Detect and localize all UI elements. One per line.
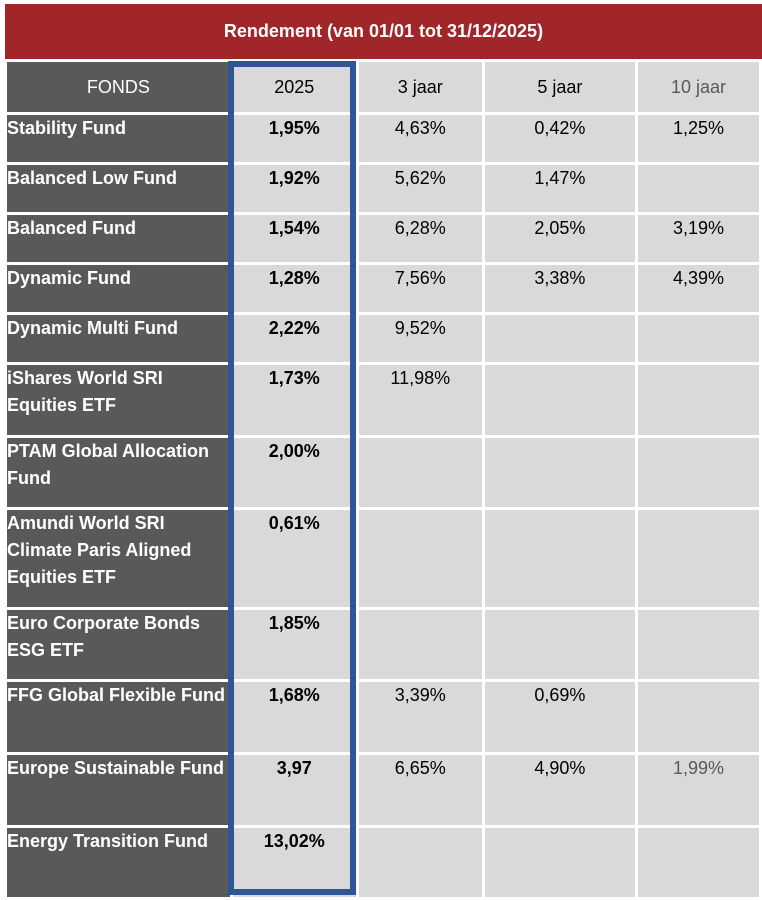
header-10-jaar: 10 jaar	[634, 59, 762, 115]
return-3-jaar: 11,98%	[355, 362, 485, 438]
return-3-jaar	[355, 435, 485, 510]
return-3-jaar: 9,52%	[355, 312, 485, 365]
return-5-jaar	[481, 607, 638, 682]
table-row: Stability Fund 1,95% 4,63% 0,42% 1,25%	[4, 112, 762, 165]
return-5-jaar	[481, 825, 638, 900]
return-3-jaar	[355, 507, 485, 610]
return-5-jaar	[481, 435, 638, 510]
return-3-jaar: 4,63%	[355, 112, 485, 165]
return-10-jaar	[634, 312, 762, 365]
return-10-jaar	[634, 825, 762, 900]
fund-name: Energy Transition Fund	[4, 825, 233, 900]
header-5-jaar: 5 jaar	[481, 59, 638, 115]
return-2025: 2,22%	[229, 312, 359, 365]
return-5-jaar: 2,05%	[481, 212, 638, 265]
return-5-jaar	[481, 507, 638, 610]
return-10-jaar	[634, 435, 762, 510]
return-3-jaar: 6,65%	[355, 752, 485, 828]
return-10-jaar	[634, 679, 762, 755]
fund-name: Europe Sustainable Fund	[4, 752, 233, 828]
return-5-jaar: 0,42%	[481, 112, 638, 165]
return-2025: 1,73%	[229, 362, 359, 438]
table-row: Balanced Fund 1,54% 6,28% 2,05% 3,19%	[4, 212, 762, 265]
return-3-jaar: 6,28%	[355, 212, 485, 265]
return-3-jaar	[355, 607, 485, 682]
table-row: Europe Sustainable Fund 3,97 6,65% 4,90%…	[4, 752, 762, 828]
return-5-jaar: 1,47%	[481, 162, 638, 215]
table-row: Amundi World SRI Climate Paris Aligned E…	[4, 507, 762, 610]
return-2025: 1,68%	[229, 679, 359, 755]
fund-name: FFG Global Flexible Fund	[4, 679, 233, 755]
return-10-jaar: 1,99%	[634, 752, 762, 828]
return-2025: 1,92%	[229, 162, 359, 215]
return-10-jaar: 4,39%	[634, 262, 762, 315]
fund-name: PTAM Global Allocation Fund	[4, 435, 233, 510]
table-row: Balanced Low Fund 1,92% 5,62% 1,47%	[4, 162, 762, 215]
return-2025: 3,97	[229, 752, 359, 828]
return-10-jaar	[634, 362, 762, 438]
return-5-jaar: 4,90%	[481, 752, 638, 828]
return-2025: 1,28%	[229, 262, 359, 315]
return-3-jaar: 5,62%	[355, 162, 485, 215]
return-5-jaar	[481, 362, 638, 438]
table-row: iShares World SRI Equities ETF 1,73% 11,…	[4, 362, 762, 438]
fund-name: Balanced Fund	[4, 212, 233, 265]
return-10-jaar	[634, 162, 762, 215]
return-2025: 2,00%	[229, 435, 359, 510]
fund-name: iShares World SRI Equities ETF	[4, 362, 233, 438]
return-2025: 0,61%	[229, 507, 359, 610]
table-row: FFG Global Flexible Fund 1,68% 3,39% 0,6…	[4, 679, 762, 755]
return-5-jaar: 3,38%	[481, 262, 638, 315]
return-10-jaar: 3,19%	[634, 212, 762, 265]
table-row: Dynamic Multi Fund 2,22% 9,52%	[4, 312, 762, 365]
return-2025: 1,85%	[229, 607, 359, 682]
fund-name: Amundi World SRI Climate Paris Aligned E…	[4, 507, 233, 610]
return-3-jaar: 7,56%	[355, 262, 485, 315]
table-row: Dynamic Fund 1,28% 7,56% 3,38% 4,39%	[4, 262, 762, 315]
return-5-jaar	[481, 312, 638, 365]
return-5-jaar: 0,69%	[481, 679, 638, 755]
header-fund: FONDS	[4, 59, 233, 115]
table-title: Rendement (van 01/01 tot 31/12/2025)	[5, 4, 762, 59]
return-2025: 1,54%	[229, 212, 359, 265]
return-2025: 1,95%	[229, 112, 359, 165]
fund-name: Dynamic Fund	[4, 262, 233, 315]
return-3-jaar: 3,39%	[355, 679, 485, 755]
fund-name: Euro Corporate Bonds ESG ETF	[4, 607, 233, 682]
fund-name: Dynamic Multi Fund	[4, 312, 233, 365]
table-row: Energy Transition Fund 13,02%	[4, 825, 762, 900]
return-10-jaar	[634, 607, 762, 682]
table-row: PTAM Global Allocation Fund 2,00%	[4, 435, 762, 510]
fund-name: Balanced Low Fund	[4, 162, 233, 215]
return-2025: 13,02%	[229, 825, 359, 900]
performance-table: FONDS 2025 3 jaar 5 jaar 10 jaar Stabili…	[4, 59, 762, 900]
return-10-jaar	[634, 507, 762, 610]
header-3-jaar: 3 jaar	[355, 59, 485, 115]
header-row: FONDS 2025 3 jaar 5 jaar 10 jaar	[4, 59, 762, 115]
table-row: Euro Corporate Bonds ESG ETF 1,85%	[4, 607, 762, 682]
header-2025: 2025	[229, 59, 359, 115]
fund-name: Stability Fund	[4, 112, 233, 165]
return-10-jaar: 1,25%	[634, 112, 762, 165]
return-3-jaar	[355, 825, 485, 900]
